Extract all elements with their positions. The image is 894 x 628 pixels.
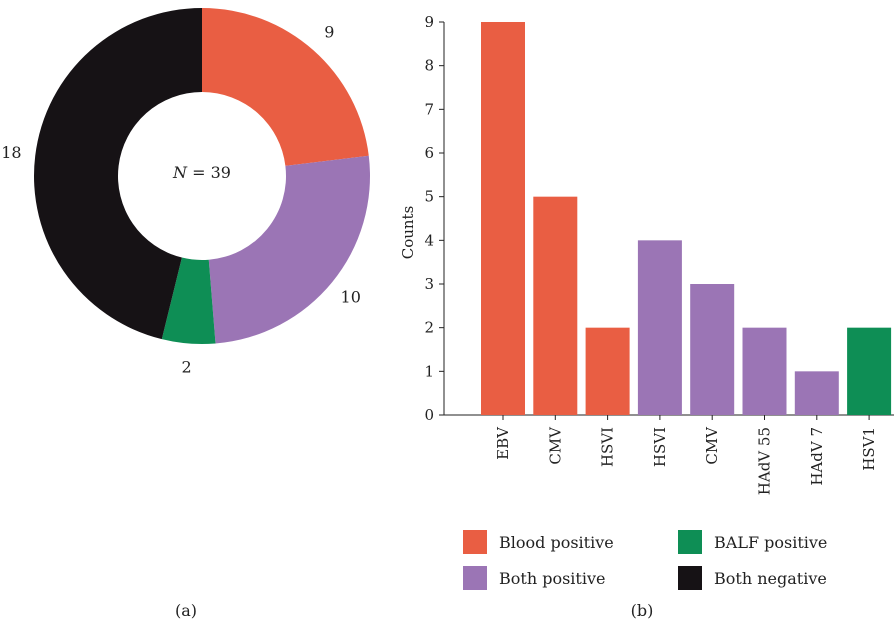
legend: Blood positive BALF positive Both positive… (463, 530, 827, 590)
slice-value-label: 2 (181, 357, 191, 376)
legend-swatch (678, 566, 702, 590)
x-tick-label: HAdV 7 (808, 427, 826, 486)
panel-label-b: (b) (631, 601, 654, 620)
bar-hadv-7 (794, 371, 839, 415)
bar-hsvi (637, 240, 682, 415)
y-tick-label: 7 (424, 100, 434, 118)
legend-swatch (678, 530, 702, 554)
donut-center-label: N = 39 (172, 163, 231, 182)
donut-slice-blood-positive (202, 8, 369, 166)
x-tick-label: EBV (494, 426, 512, 460)
y-tick-label: 8 (424, 57, 434, 75)
y-tick-label: 6 (424, 144, 434, 162)
panel-label-a: (a) (175, 601, 197, 620)
y-axis-label: Counts (399, 206, 417, 260)
bar-hsv1 (847, 327, 892, 415)
x-tick-label: HAdV 55 (756, 427, 774, 495)
x-tick-label: HSVI (651, 427, 669, 467)
y-tick-label: 1 (424, 362, 434, 380)
legend-label: Blood positive (499, 533, 614, 552)
y-tick-label: 3 (424, 275, 434, 293)
y-tick-label: 5 (424, 188, 434, 206)
y-tick-label: 4 (424, 231, 434, 249)
x-tick-label: CMV (546, 426, 564, 465)
y-tick-label: 9 (424, 13, 434, 31)
slice-value-label: 18 (1, 143, 21, 162)
donut-chart: 9 10 2 18 (1, 8, 370, 376)
donut-slice-both-positive (208, 155, 370, 344)
x-tick-label: HSVI (599, 427, 617, 467)
bar-ebv (481, 22, 525, 415)
bar-chart-bars (481, 22, 892, 415)
bar-hadv-55 (742, 327, 787, 415)
y-tick-label: 0 (424, 406, 434, 424)
bar-cmv (690, 284, 735, 415)
x-tick-label: HSV1 (860, 427, 878, 471)
legend-label: BALF positive (714, 533, 827, 552)
donut-slice-both-negative (34, 8, 203, 340)
bar-cmv (533, 196, 578, 415)
legend-label: Both negative (714, 569, 827, 588)
slice-value-label: 10 (341, 287, 361, 306)
bar-chart-axes: 0 1 2 3 4 5 6 7 8 9 EBV CMV HSVI HSVI CMV HAdV 55 HAdV 7… (424, 13, 894, 495)
y-tick-label: 2 (424, 319, 434, 337)
legend-swatch (463, 566, 487, 590)
donut-slice-balf-positive (161, 257, 216, 344)
legend-swatch (463, 530, 487, 554)
x-tick-label: CMV (703, 426, 721, 465)
bar-hsvi (585, 327, 630, 415)
legend-label: Both positive (499, 569, 605, 588)
slice-value-label: 9 (324, 22, 334, 41)
